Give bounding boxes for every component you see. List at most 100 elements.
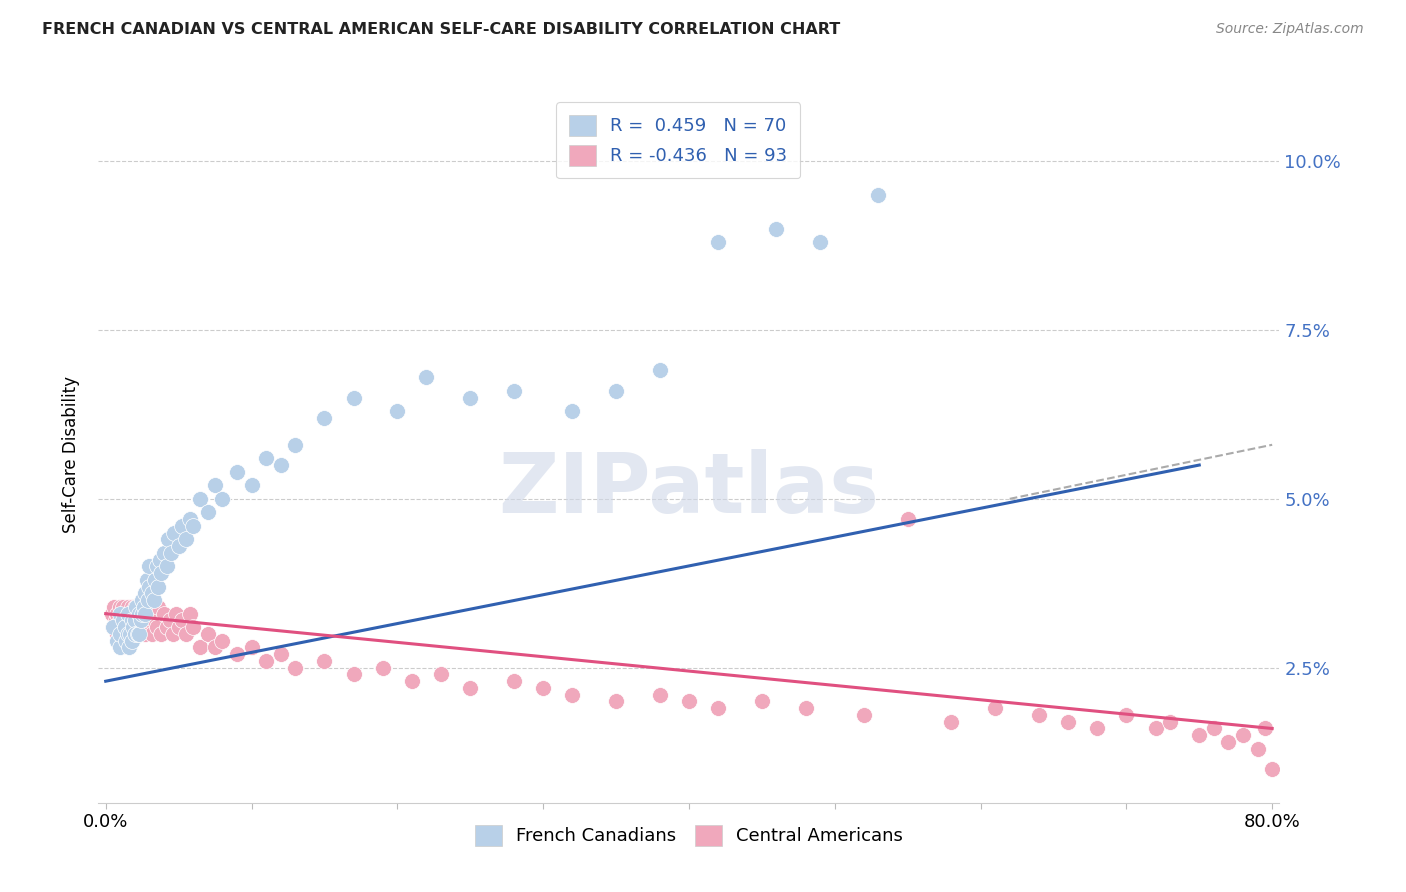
Point: [197, 505, 219, 519]
Point: [145, 620, 167, 634]
Point: [156, 620, 179, 634]
Point: [314, 410, 336, 425]
Point: [415, 370, 437, 384]
Point: [458, 391, 481, 405]
Point: [984, 701, 1007, 715]
Point: [149, 552, 172, 566]
Point: [1159, 714, 1181, 729]
Point: [110, 627, 132, 641]
Point: [1218, 735, 1240, 749]
Point: [163, 525, 186, 540]
Point: [162, 627, 184, 641]
Point: [678, 694, 700, 708]
Point: [868, 187, 890, 202]
Point: [1057, 714, 1080, 729]
Point: [129, 614, 152, 628]
Point: [132, 607, 155, 621]
Point: [941, 714, 963, 729]
Point: [174, 533, 197, 547]
Point: [1254, 722, 1277, 736]
Point: [115, 627, 138, 641]
Point: [127, 627, 149, 641]
Point: [561, 688, 583, 702]
Point: [165, 607, 187, 621]
Point: [204, 478, 226, 492]
Point: [190, 491, 212, 506]
Point: [121, 627, 143, 641]
Point: [190, 640, 212, 655]
Point: [254, 654, 277, 668]
Point: [1028, 708, 1050, 723]
Point: [430, 667, 453, 681]
Point: [707, 235, 730, 249]
Point: [170, 614, 193, 628]
Point: [105, 633, 128, 648]
Point: [751, 694, 773, 708]
Point: [141, 627, 163, 641]
Point: [197, 627, 219, 641]
Point: [110, 640, 132, 655]
Point: [342, 391, 364, 405]
Point: [156, 559, 179, 574]
Point: [110, 614, 132, 628]
Point: [131, 599, 153, 614]
Point: [118, 640, 141, 655]
Point: [127, 607, 149, 621]
Point: [112, 614, 135, 628]
Point: [167, 620, 190, 634]
Point: [314, 654, 336, 668]
Point: [110, 599, 132, 614]
Point: [179, 512, 201, 526]
Point: [105, 607, 128, 621]
Point: [100, 607, 122, 621]
Point: [387, 404, 409, 418]
Point: [122, 607, 145, 621]
Point: [342, 667, 364, 681]
Point: [159, 614, 181, 628]
Point: [122, 620, 145, 634]
Point: [167, 539, 190, 553]
Point: [765, 221, 787, 235]
Point: [114, 620, 136, 634]
Point: [284, 438, 307, 452]
Point: [153, 607, 176, 621]
Point: [138, 614, 160, 628]
Point: [112, 614, 135, 628]
Point: [1085, 722, 1108, 736]
Point: [127, 627, 149, 641]
Point: [111, 607, 134, 621]
Point: [124, 599, 146, 614]
Point: [124, 614, 146, 628]
Point: [157, 533, 180, 547]
Point: [120, 614, 142, 628]
Point: [148, 580, 170, 594]
Point: [648, 363, 671, 377]
Point: [153, 546, 176, 560]
Point: [254, 451, 277, 466]
Point: [108, 620, 131, 634]
Y-axis label: Self-Care Disability: Self-Care Disability: [62, 376, 80, 533]
Point: [142, 593, 165, 607]
Point: [117, 607, 139, 621]
Point: [226, 647, 249, 661]
Point: [503, 384, 526, 398]
Point: [605, 694, 627, 708]
Point: [145, 559, 167, 574]
Point: [1246, 741, 1268, 756]
Point: [134, 607, 156, 621]
Point: [148, 599, 170, 614]
Point: [117, 599, 139, 614]
Point: [141, 586, 163, 600]
Point: [121, 599, 143, 614]
Point: [181, 519, 204, 533]
Point: [110, 627, 132, 641]
Point: [128, 627, 150, 641]
Point: [129, 614, 152, 628]
Point: [131, 607, 153, 621]
Point: [114, 607, 136, 621]
Point: [121, 633, 143, 648]
Point: [270, 458, 292, 472]
Point: [240, 640, 263, 655]
Point: [124, 620, 146, 634]
Point: [1144, 722, 1167, 736]
